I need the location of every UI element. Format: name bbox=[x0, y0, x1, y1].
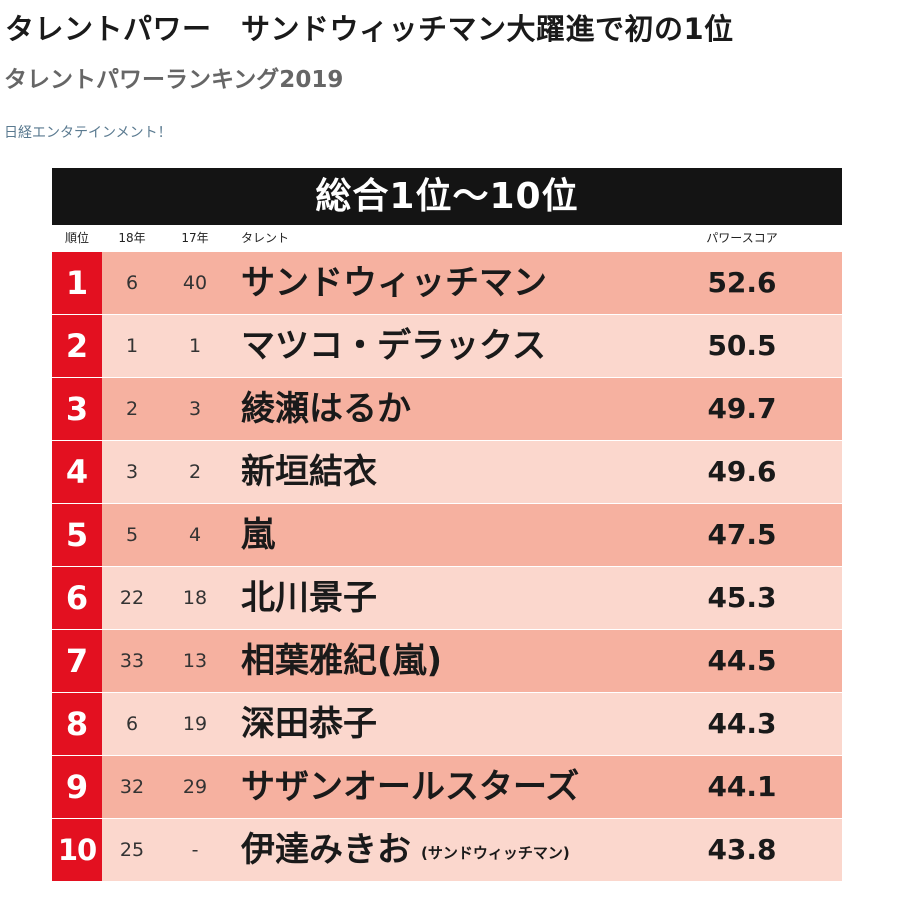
talent-name: 相葉雅紀(嵐) bbox=[241, 641, 443, 681]
rank-2018-cell: 6 bbox=[125, 272, 139, 294]
score-cell: 45.3 bbox=[707, 581, 777, 614]
rank-cell: 10 bbox=[52, 819, 102, 881]
talent-name: 深田恭子 bbox=[241, 704, 377, 744]
rank-2017-cell: - bbox=[191, 839, 199, 861]
score-cell: 50.5 bbox=[707, 329, 777, 362]
talent-name: 新垣結衣 bbox=[241, 452, 377, 492]
talent-name: マツコ・デラックス bbox=[241, 326, 546, 366]
talent-cell: 嵐 bbox=[241, 504, 275, 566]
talent-group-note: (サンドウィッチマン) bbox=[421, 844, 570, 862]
talent-name: 北川景子 bbox=[241, 578, 377, 618]
talent-cell: 新垣結衣 bbox=[241, 441, 377, 503]
score-cell: 49.7 bbox=[707, 392, 777, 425]
rank-2017-cell: 1 bbox=[188, 335, 202, 357]
talent-cell: サンドウィッチマン bbox=[241, 252, 547, 314]
table-row: 6 22 18 北川景子 45.3 bbox=[52, 567, 842, 629]
rank-cell: 1 bbox=[52, 252, 102, 314]
table-row: 8 6 19 深田恭子 44.3 bbox=[52, 693, 842, 755]
rank-cell: 6 bbox=[52, 567, 102, 629]
score-cell: 44.1 bbox=[707, 770, 777, 803]
ranking-table: 総合1位〜10位 順位 18年 17年 タレント パワースコア 1 6 40 サ… bbox=[52, 168, 842, 884]
talent-name: 伊達みきお bbox=[241, 830, 411, 870]
rank-2017-cell: 4 bbox=[188, 524, 202, 546]
article-headline: タレントパワー サンドウィッチマン大躍進で初の1位 bbox=[5, 12, 734, 46]
table-row: 7 33 13 相葉雅紀(嵐) 44.5 bbox=[52, 630, 842, 692]
talent-cell: マツコ・デラックス bbox=[241, 315, 546, 377]
rank-2017-cell: 40 bbox=[182, 272, 208, 294]
rank-2017-cell: 18 bbox=[182, 587, 208, 609]
talent-cell: 深田恭子 bbox=[241, 693, 377, 755]
rank-cell: 7 bbox=[52, 630, 102, 692]
table-row: 9 32 29 サザンオールスターズ 44.1 bbox=[52, 756, 842, 818]
talent-cell: サザンオールスターズ bbox=[241, 756, 579, 818]
table-row: 1 6 40 サンドウィッチマン 52.6 bbox=[52, 252, 842, 314]
rank-2017-cell: 19 bbox=[182, 713, 208, 735]
score-cell: 47.5 bbox=[707, 518, 777, 551]
score-cell: 52.6 bbox=[707, 266, 777, 299]
rank-cell: 5 bbox=[52, 504, 102, 566]
column-header-18: 18年 bbox=[118, 231, 146, 245]
rank-2018-cell: 32 bbox=[119, 776, 145, 798]
rank-2018-cell: 33 bbox=[119, 650, 145, 672]
rank-cell: 2 bbox=[52, 315, 102, 377]
table-row: 3 2 3 綾瀬はるか 49.7 bbox=[52, 378, 842, 440]
talent-name: サザンオールスターズ bbox=[241, 767, 580, 807]
article-subheading: タレントパワーランキング2019 bbox=[4, 67, 344, 93]
rank-2018-cell: 22 bbox=[119, 587, 145, 609]
rank-2018-cell: 3 bbox=[125, 461, 139, 483]
score-cell: 44.5 bbox=[707, 644, 777, 677]
rank-2017-cell: 29 bbox=[182, 776, 208, 798]
rank-2017-cell: 2 bbox=[188, 461, 202, 483]
score-cell: 43.8 bbox=[707, 833, 777, 866]
talent-cell: 北川景子 bbox=[241, 567, 377, 629]
table-row: 5 5 4 嵐 47.5 bbox=[52, 504, 842, 566]
talent-cell: 相葉雅紀(嵐) bbox=[241, 630, 442, 692]
score-cell: 49.6 bbox=[707, 455, 777, 488]
rank-2018-cell: 25 bbox=[119, 839, 145, 861]
column-header-talent: タレント bbox=[241, 231, 290, 245]
rank-cell: 4 bbox=[52, 441, 102, 503]
talent-cell: 綾瀬はるか bbox=[241, 378, 411, 440]
rank-2018-cell: 6 bbox=[125, 713, 139, 735]
talent-name: サンドウィッチマン bbox=[241, 263, 547, 303]
rank-2017-cell: 3 bbox=[188, 398, 202, 420]
column-header-rank: 順位 bbox=[64, 231, 89, 245]
rank-2017-cell: 13 bbox=[182, 650, 208, 672]
table-row: 10 25 - 伊達みきお (サンドウィッチマン) 43.8 bbox=[52, 819, 842, 881]
rank-2018-cell: 5 bbox=[125, 524, 139, 546]
column-header-score: パワースコア bbox=[706, 231, 778, 245]
column-header-17: 17年 bbox=[181, 231, 209, 245]
talent-name: 綾瀬はるか bbox=[241, 389, 411, 429]
table-row: 4 3 2 新垣結衣 49.6 bbox=[52, 441, 842, 503]
rank-cell: 9 bbox=[52, 756, 102, 818]
talent-name: 嵐 bbox=[241, 515, 275, 555]
talent-cell: 伊達みきお (サンドウィッチマン) bbox=[241, 819, 570, 881]
table-banner: 総合1位〜10位 bbox=[52, 168, 842, 225]
rank-2018-cell: 2 bbox=[125, 398, 139, 420]
rank-2018-cell: 1 bbox=[125, 335, 139, 357]
rank-cell: 8 bbox=[52, 693, 102, 755]
score-cell: 44.3 bbox=[707, 707, 777, 740]
rank-cell: 3 bbox=[52, 378, 102, 440]
table-row: 2 1 1 マツコ・デラックス 50.5 bbox=[52, 315, 842, 377]
source-link[interactable]: 日経エンタテインメント！ bbox=[4, 125, 172, 141]
